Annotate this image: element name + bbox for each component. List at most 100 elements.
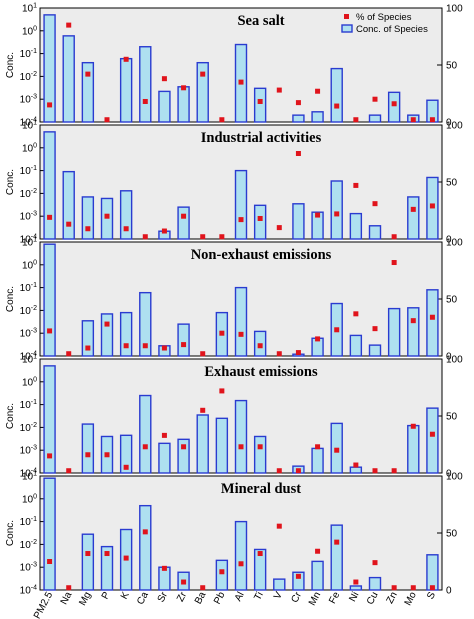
percent-point (123, 343, 129, 349)
percent-point (276, 225, 282, 231)
percent-point (334, 211, 340, 217)
percent-point (181, 579, 187, 585)
legend-label-percent: % of Species (356, 12, 412, 23)
percent-point (66, 22, 72, 28)
percent-point (391, 585, 397, 591)
percent-point (353, 117, 359, 123)
conc-bar (311, 111, 324, 123)
percent-point (200, 234, 206, 240)
percent-point (238, 217, 244, 223)
percent-point (219, 117, 225, 123)
percent-point (334, 103, 340, 109)
percent-point (257, 343, 263, 349)
percent-point (295, 151, 301, 156)
percent-point (315, 88, 321, 94)
y2-tick-label: 0 (446, 235, 452, 246)
conc-bar (119, 311, 133, 357)
percent-point (181, 213, 187, 219)
category-label: Cr (289, 590, 304, 605)
percent-point (295, 573, 301, 579)
percent-point (142, 444, 148, 450)
percent-point (123, 226, 129, 232)
category-label: S (425, 590, 438, 601)
y2-tick-label: 100 (446, 4, 463, 15)
percent-point (142, 343, 148, 349)
panel: 10-4 10-3 10-2 10-1 100 101 0 50 100 Conc. Exhaust… (5, 354, 463, 480)
category-label: Mn (307, 590, 323, 607)
y2-tick-label: 50 (446, 529, 458, 540)
conc-bar (215, 559, 229, 591)
panel-title: Exhaust emissions (204, 364, 318, 380)
y2-tick-label: 100 (446, 238, 463, 249)
panel-title: Industrial activities (201, 130, 322, 146)
percent-point (334, 447, 340, 453)
percent-point (85, 226, 91, 232)
conc-bar (196, 414, 209, 474)
percent-point (353, 579, 359, 585)
chart-panels: 10-4 10-3 10-2 10-1 100 101 0 50 100 Conc. Sea sal… (5, 3, 463, 597)
percent-point (353, 182, 359, 188)
percent-point (66, 468, 72, 474)
conc-bar (215, 417, 229, 474)
conc-bar (253, 435, 267, 474)
percent-point (142, 234, 148, 240)
legend-swatch-conc (341, 24, 353, 33)
conc-bar (349, 466, 363, 474)
y-tick-label: 100 (22, 493, 37, 505)
percent-point (238, 331, 244, 337)
percent-point (276, 523, 282, 529)
conc-bar (292, 571, 305, 591)
category-label: Ba (193, 590, 209, 606)
percent-point (410, 585, 416, 591)
y-tick-label: 100 (22, 142, 37, 154)
conc-bar (330, 180, 343, 240)
percent-point (85, 452, 91, 458)
conc-bar (139, 46, 152, 123)
y-tick-label: 10-2 (20, 539, 37, 551)
percent-point (181, 444, 187, 450)
y-tick-label: 10-4 (20, 117, 37, 129)
conc-bar (292, 203, 305, 240)
percent-point (410, 117, 416, 123)
percent-point (200, 585, 206, 591)
conc-bar (100, 545, 114, 591)
percent-point (85, 345, 91, 351)
conc-bar (234, 169, 248, 240)
category-label: Al (233, 590, 247, 603)
y2-tick-label: 100 (446, 121, 463, 132)
percent-point (429, 585, 435, 591)
category-label: P (100, 590, 113, 601)
percent-point (238, 561, 244, 567)
conc-bar (81, 533, 95, 591)
percent-point (85, 71, 91, 77)
conc-bar (139, 504, 152, 591)
conc-bar (100, 197, 114, 240)
conc-bar (292, 114, 305, 123)
y-tick-label: 10-1 (20, 516, 37, 528)
conc-bar (349, 334, 363, 357)
percent-point (200, 407, 206, 413)
y2-tick-label: 0 (446, 469, 452, 480)
y-tick-label: 101 (22, 471, 37, 483)
category-axis-labels: PM2.5 Na Mg P K Ca Sr Zr Ba Pb Al Ti V Cr Mn Fe Ni Cu Zn Mo… (32, 590, 438, 619)
y-tick-label: 10-3 (20, 328, 37, 340)
conc-bar (177, 86, 190, 123)
conc-bar (177, 438, 190, 474)
conc-bar (158, 90, 171, 123)
percent-point (66, 585, 72, 591)
conc-bar (196, 61, 209, 123)
y2-tick-label: 0 (446, 118, 452, 129)
y-tick-label: 100 (22, 259, 37, 271)
panel-title: Sea salt (237, 13, 284, 29)
y-tick-label: 101 (22, 3, 37, 15)
category-label: Pb (212, 590, 228, 606)
percent-point (123, 555, 129, 561)
percent-point (429, 117, 435, 123)
y2-tick-label: 0 (446, 586, 452, 597)
category-label: Na (59, 590, 75, 607)
percent-point (66, 351, 72, 357)
percent-point (410, 206, 416, 212)
percent-point (219, 569, 225, 575)
percent-point (315, 548, 321, 554)
